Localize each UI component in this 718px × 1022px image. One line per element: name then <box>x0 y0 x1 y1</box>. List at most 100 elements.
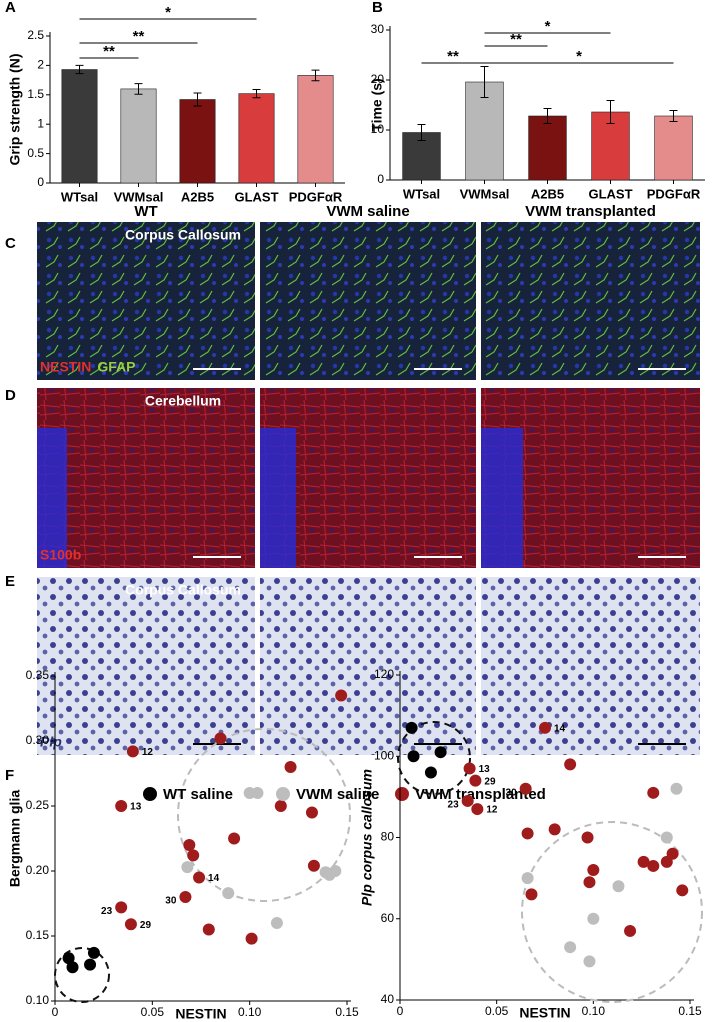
data-point <box>647 859 660 872</box>
bar <box>238 93 275 184</box>
data-point <box>647 786 660 799</box>
data-point <box>407 750 420 763</box>
data-point <box>521 872 534 885</box>
region-label: Corpus Callosum <box>125 582 241 598</box>
point-label: 29 <box>484 776 496 787</box>
stain-label: S100b <box>40 547 81 563</box>
data-point <box>424 766 437 779</box>
panel-label: F <box>5 767 14 784</box>
bar <box>61 69 98 184</box>
micrograph <box>37 577 255 755</box>
data-point <box>637 855 650 868</box>
significance-label: * <box>576 48 582 65</box>
granular-layer <box>260 428 296 568</box>
panel-label: E <box>5 573 15 590</box>
data-point <box>471 803 484 816</box>
data-point <box>251 787 264 799</box>
data-point <box>405 721 418 734</box>
data-point <box>284 761 297 773</box>
y-axis-label: Grip strength (N) <box>7 54 23 166</box>
x-tick-label: 0.15 <box>335 1005 359 1019</box>
x-axis-label: NESTIN <box>175 1006 226 1022</box>
x-tick-label: GLAST <box>234 189 278 204</box>
data-point <box>587 912 600 925</box>
column-header: WT <box>134 203 157 220</box>
stain-label: GFAP <box>97 359 135 375</box>
data-point <box>660 831 673 844</box>
data-point <box>115 901 128 914</box>
y-tick-label: 0.35 <box>26 668 50 682</box>
panel-label: D <box>5 387 16 404</box>
y-tick-label: 0 <box>377 172 384 186</box>
micrograph <box>260 577 476 755</box>
region-label: Corpus Callosum <box>125 227 241 243</box>
y-tick-label: 0 <box>37 175 44 189</box>
data-point <box>222 887 235 900</box>
error-bar <box>480 66 489 98</box>
data-point <box>307 859 320 872</box>
bar <box>465 81 504 181</box>
data-point <box>521 827 534 840</box>
data-point <box>126 745 139 758</box>
column-header: VWM transplanted <box>525 203 656 220</box>
data-point <box>670 782 683 795</box>
data-point <box>539 721 551 734</box>
significance-label: ** <box>510 31 522 48</box>
data-point <box>228 832 241 845</box>
data-point <box>193 871 206 884</box>
legend-marker <box>395 787 409 801</box>
error-bar <box>606 100 615 124</box>
x-tick-label: 0.10 <box>582 1004 606 1018</box>
point-label: 29 <box>140 920 152 931</box>
data-point <box>434 746 447 759</box>
significance-label: ** <box>103 43 115 60</box>
x-tick-label: 0.15 <box>678 1004 702 1018</box>
bar <box>120 88 157 184</box>
error-bar <box>669 110 678 122</box>
x-tick-label: 0 <box>397 1004 404 1018</box>
y-tick-label: 1 <box>37 116 44 130</box>
data-point <box>183 839 196 851</box>
y-tick-label: 20 <box>371 72 385 86</box>
data-point <box>564 758 577 771</box>
legend-marker <box>276 787 290 801</box>
error-bar <box>311 69 320 82</box>
data-point <box>305 806 318 819</box>
data-point <box>587 864 600 876</box>
data-point <box>274 800 287 812</box>
x-tick-label: WTsal <box>403 186 440 201</box>
data-point <box>202 923 215 936</box>
data-point <box>329 865 342 877</box>
bar <box>179 99 216 184</box>
panel-label: C <box>5 235 16 252</box>
x-tick-label: A2B5 <box>531 186 564 201</box>
significance-label: * <box>165 4 171 21</box>
group-outline <box>521 821 703 1003</box>
data-point <box>612 880 625 893</box>
micrograph <box>260 222 476 380</box>
x-tick-label: 0 <box>52 1005 59 1019</box>
x-tick-label: A2B5 <box>181 189 214 204</box>
micrograph <box>37 222 255 380</box>
x-tick-label: WTsal <box>61 189 98 204</box>
column-header: VWM saline <box>326 203 409 220</box>
significance-label: ** <box>447 48 459 65</box>
y-tick-label: 2.5 <box>27 28 44 42</box>
micrograph <box>481 577 700 755</box>
data-point <box>676 884 689 897</box>
bar <box>654 115 693 181</box>
data-point <box>519 782 532 795</box>
x-tick-label: 0.05 <box>141 1005 165 1019</box>
y-axis-label: Time (s) <box>369 78 385 131</box>
data-point <box>87 946 100 959</box>
data-point <box>124 918 137 931</box>
bar <box>297 75 334 184</box>
error-bar <box>543 108 552 124</box>
data-point <box>525 888 538 901</box>
panel-label: B <box>372 0 383 16</box>
granular-layer <box>37 428 67 568</box>
region-label: Cerebellum <box>145 393 221 409</box>
data-point <box>187 849 200 862</box>
y-tick-label: 120 <box>374 667 394 681</box>
